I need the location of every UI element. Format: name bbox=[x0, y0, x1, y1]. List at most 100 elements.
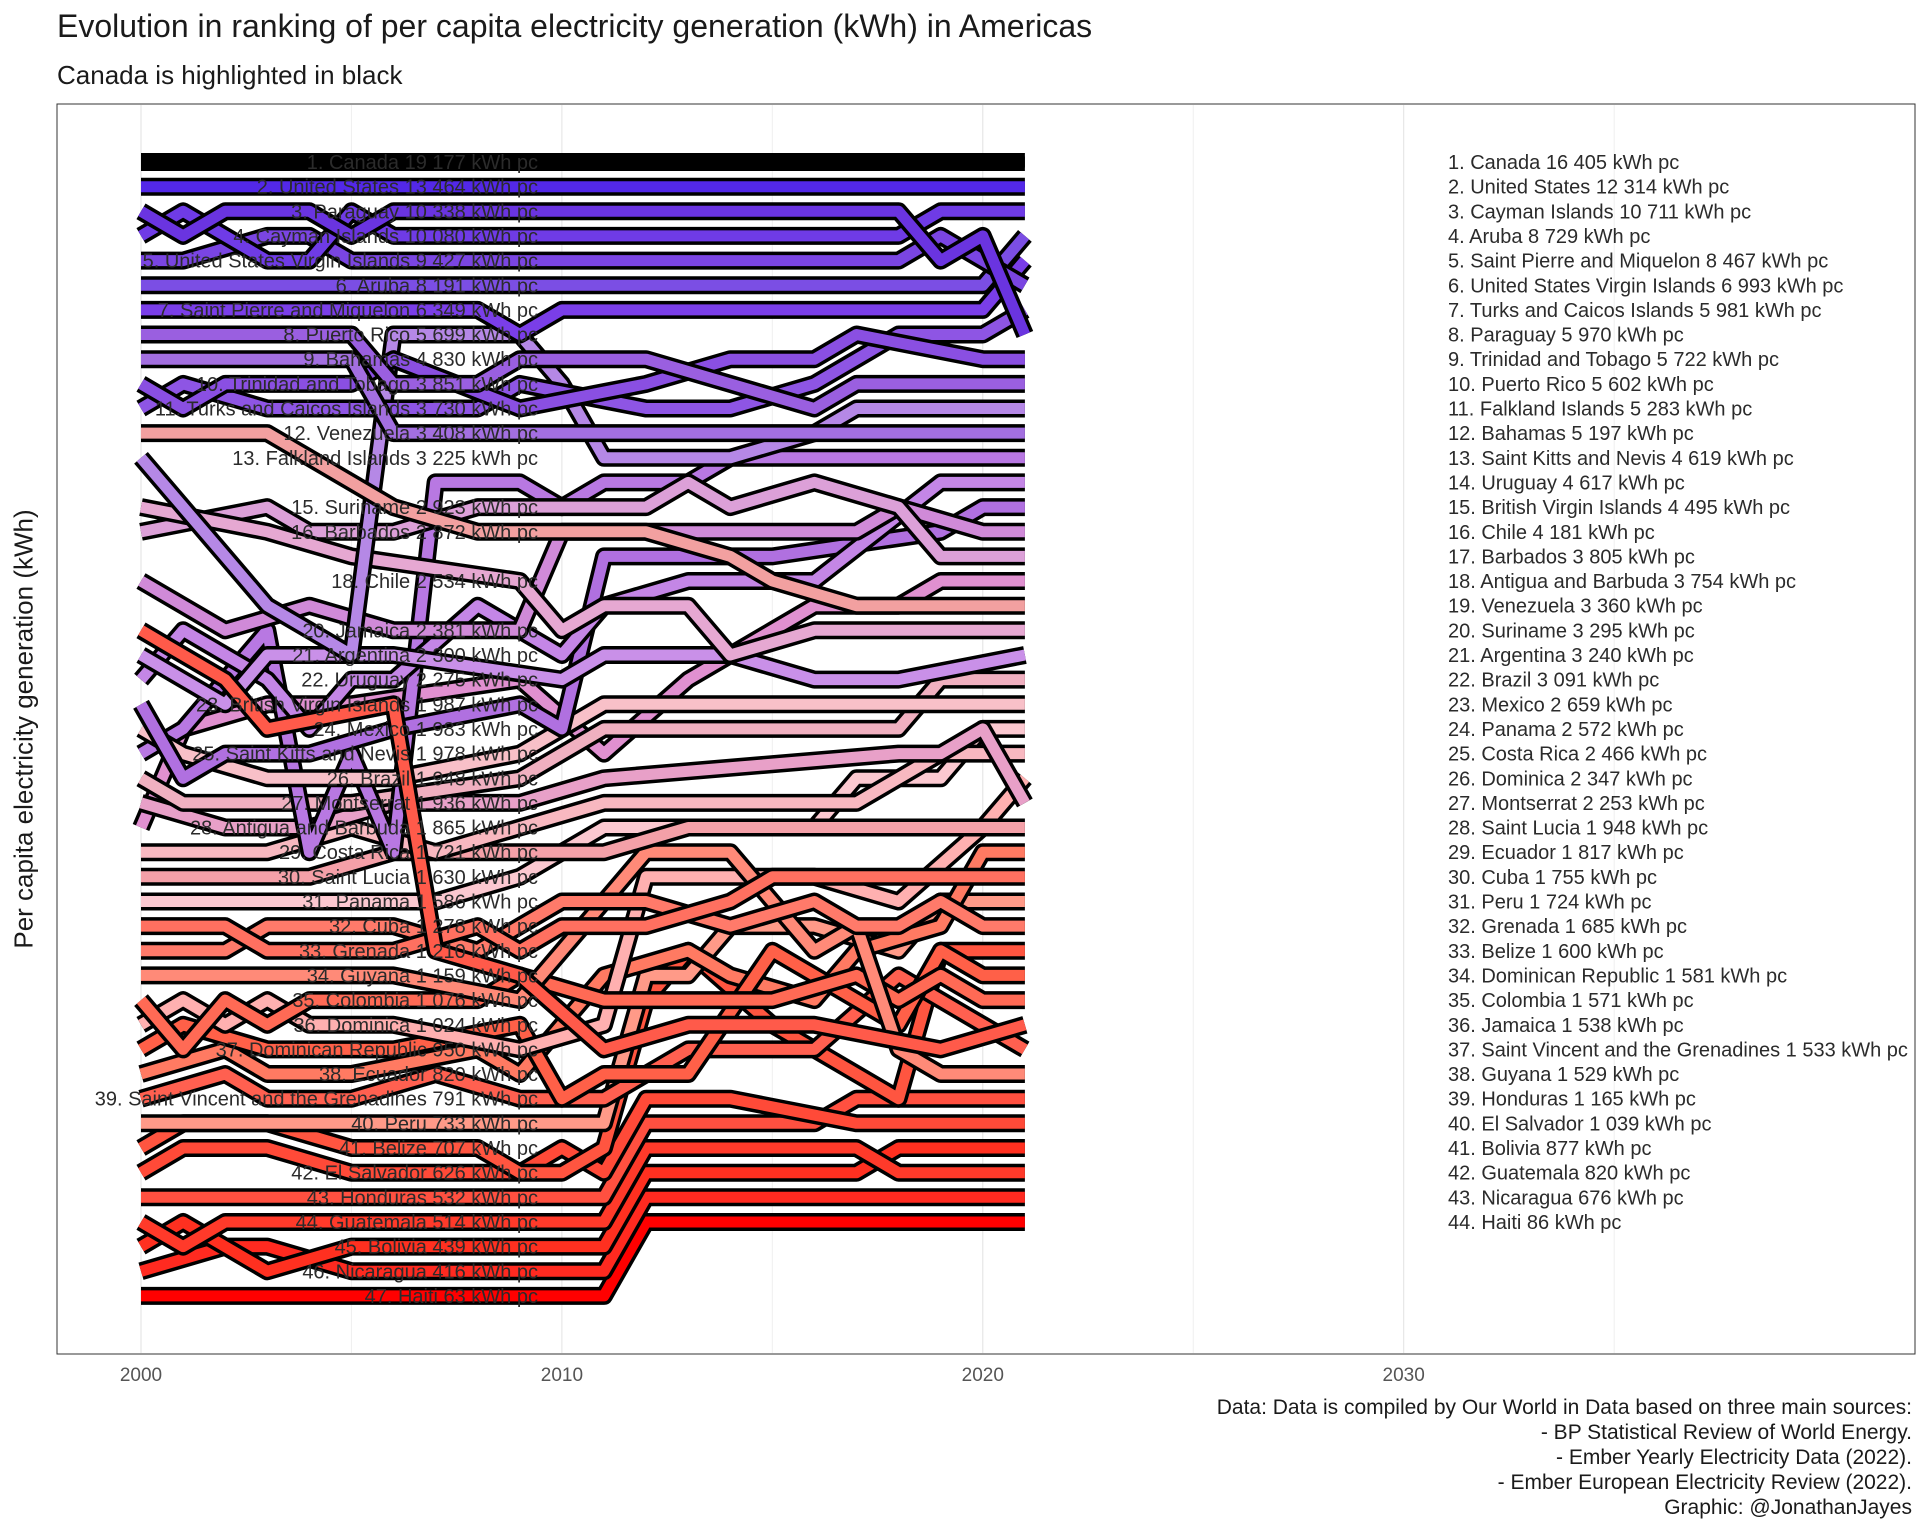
series-guatemala bbox=[136, 1139, 1025, 1256]
left-rank-label: 5. United States Virgin Islands 9 427 kW… bbox=[143, 251, 538, 273]
right-rank-label: 36. Jamaica 1 538 kWh pc bbox=[1448, 1015, 1684, 1037]
series-mexico bbox=[136, 695, 1025, 788]
right-rank-label: 12. Bahamas 5 197 kWh pc bbox=[1448, 423, 1694, 445]
left-rank-label: 15. Suriname 2 923 kWh pc bbox=[291, 497, 538, 519]
right-rank-label: 23. Mexico 2 659 kWh pc bbox=[1448, 694, 1673, 716]
left-rank-label: 32. Cuba 1 278 kWh pc bbox=[329, 916, 538, 938]
series-line bbox=[138, 329, 1025, 414]
left-rank-label: 43. Honduras 532 kWh pc bbox=[307, 1187, 538, 1209]
series-line bbox=[139, 476, 1025, 562]
left-rank-label: 22. Uruguay 2 275 kWh pc bbox=[301, 670, 538, 692]
right-rank-label: 39. Honduras 1 165 kWh pc bbox=[1448, 1089, 1696, 1111]
caption-line: - Ember Yearly Electricity Data (2022). bbox=[1556, 1446, 1912, 1469]
left-rank-label: 12. Venezuela 3 408 kWh pc bbox=[283, 423, 538, 445]
series-line bbox=[141, 232, 1030, 291]
x-tick-label: 2000 bbox=[120, 1365, 162, 1386]
right-rank-label: 18. Antigua and Barbuda 3 754 kWh pc bbox=[1448, 571, 1796, 593]
series-line bbox=[138, 1142, 1025, 1253]
x-axis-ticks: 19902000201020202030 bbox=[120, 1365, 1425, 1386]
left-rank-label: 40. Peru 733 kWh pc bbox=[351, 1113, 538, 1135]
right-rank-label: 4. Aruba 8 729 kWh pc bbox=[1448, 226, 1650, 248]
right-rank-label: 28. Saint Lucia 1 948 kWh pc bbox=[1448, 818, 1708, 840]
right-rank-label: 37. Saint Vincent and the Grenadines 1 5… bbox=[1448, 1039, 1908, 1061]
left-rank-label: 10. Trinidad and Tobago 3 851 kWh pc bbox=[196, 374, 538, 396]
x-tick-label: 2010 bbox=[541, 1365, 583, 1386]
series-line bbox=[141, 748, 1025, 858]
series-dominica bbox=[136, 772, 1032, 1059]
right-rank-label: 5. Saint Pierre and Miquelon 8 467 kWh p… bbox=[1448, 251, 1828, 273]
left-rank-label: 31. Panama 1 586 kWh pc bbox=[302, 892, 538, 914]
x-tick-label: 2030 bbox=[1383, 1365, 1425, 1386]
left-rank-label: 23. British Virgin Islands 1 987 kWh pc bbox=[196, 694, 538, 716]
x-tick-label: 2020 bbox=[962, 1365, 1004, 1386]
right-rank-label: 17. Barbados 3 805 kWh pc bbox=[1448, 546, 1695, 568]
right-rank-label: 16. Chile 4 181 kWh pc bbox=[1448, 522, 1655, 544]
series-cuba bbox=[141, 867, 1025, 960]
left-rank-label: 41. Belize 707 kWh pc bbox=[339, 1138, 538, 1160]
left-rank-label: 7. Saint Pierre and Miquelon 6 349 kWh p… bbox=[158, 300, 538, 322]
left-rank-label: 1. Canada 19 177 kWh pc bbox=[307, 152, 538, 174]
right-rank-label: 40. El Salvador 1 039 kWh pc bbox=[1448, 1113, 1711, 1135]
left-rank-label: 44. Guatemala 514 kWh pc bbox=[296, 1212, 538, 1234]
right-rank-label: 24. Panama 2 572 kWh pc bbox=[1448, 719, 1684, 741]
right-rank-label: 31. Peru 1 724 kWh pc bbox=[1448, 892, 1651, 914]
chart-title: Evolution in ranking of per capita elect… bbox=[57, 8, 1093, 44]
series-line bbox=[141, 257, 1030, 340]
right-rank-label: 7. Turks and Caicos Islands 5 981 kWh pc bbox=[1448, 300, 1822, 322]
series-line bbox=[139, 846, 1025, 1080]
left-rank-label: 45. Bolivia 439 kWh pc bbox=[335, 1237, 538, 1259]
right-rank-label: 26. Dominica 2 347 kWh pc bbox=[1448, 768, 1693, 790]
left-rank-label: 20. Jamaica 2 381 kWh pc bbox=[302, 620, 538, 642]
series-argentina bbox=[136, 646, 1027, 714]
series-line bbox=[141, 1216, 1025, 1302]
left-rank-label: 3. Paraguay 10 338 kWh pc bbox=[291, 201, 538, 223]
series-line bbox=[138, 1142, 1025, 1277]
right-rank-label: 27. Montserrat 2 253 kWh pc bbox=[1448, 793, 1705, 815]
right-rank-label: 25. Costa Rica 2 466 kWh pc bbox=[1448, 744, 1707, 766]
caption-line: - Ember European Electricity Review (202… bbox=[1497, 1471, 1912, 1494]
series-line bbox=[138, 945, 1025, 1105]
left-rank-label: 42. El Salvador 626 kWh pc bbox=[291, 1163, 538, 1185]
left-rank-label: 26. Brazil 1 948 kWh pc bbox=[327, 768, 538, 790]
series-costa-rica bbox=[141, 744, 1025, 862]
left-rank-label: 38. Ecuador 820 kWh pc bbox=[319, 1064, 538, 1086]
series-haiti bbox=[141, 1213, 1025, 1305]
right-rank-label: 13. Saint Kitts and Nevis 4 619 kWh pc bbox=[1448, 448, 1794, 470]
right-rank-label: 32. Grenada 1 685 kWh pc bbox=[1448, 916, 1687, 938]
series-suriname bbox=[139, 498, 1025, 664]
right-rank-label: 2. United States 12 314 kWh pc bbox=[1448, 177, 1729, 199]
left-rank-label: 16. Barbados 2 872 kWh pc bbox=[291, 522, 538, 544]
series-uruguay bbox=[134, 473, 1025, 738]
right-rank-label: 44. Haiti 86 kWh pc bbox=[1448, 1212, 1621, 1234]
left-rank-label: 24. Mexico 1 983 kWh pc bbox=[313, 719, 538, 741]
caption-line: Graphic: @JonathanJayes bbox=[1664, 1496, 1912, 1519]
right-rank-label: 8. Paraguay 5 970 kWh pc bbox=[1448, 325, 1684, 347]
left-rank-labels: 1. Canada 19 177 kWh pc 2. United States … bbox=[95, 152, 538, 1308]
left-rank-label: 6. Aruba 8 191 kWh pc bbox=[336, 275, 538, 297]
series-dominican-republic bbox=[136, 941, 1025, 1108]
series-bahamas bbox=[141, 350, 1025, 443]
left-rank-label: 8. Puerto Rico 5 699 kWh pc bbox=[283, 325, 538, 347]
left-rank-label: 30. Saint Lucia 1 630 kWh pc bbox=[278, 867, 538, 889]
left-rank-label: 21. Argentina 2 300 kWh pc bbox=[292, 645, 538, 667]
right-rank-label: 43. Nicaragua 676 kWh pc bbox=[1448, 1187, 1684, 1209]
caption-line: Data: Data is compiled by Our World in D… bbox=[1216, 1396, 1912, 1419]
series-line bbox=[141, 427, 1025, 612]
left-rank-label: 28. Antigua and Barbuda 1 865 kWh pc bbox=[190, 818, 538, 840]
left-rank-label: 36. Dominica 1 024 kWh pc bbox=[293, 1015, 538, 1037]
left-rank-label: 46. Nicaragua 416 kWh pc bbox=[302, 1261, 538, 1283]
series-line bbox=[136, 476, 1025, 735]
left-rank-label: 9. Bahamas 4 830 kWh pc bbox=[303, 349, 538, 371]
left-rank-label: 11. Turks and Caicos Islands 3 730 kWh p… bbox=[155, 399, 538, 421]
series-line bbox=[138, 774, 1030, 1055]
series-colombia bbox=[134, 966, 1025, 1059]
series-line bbox=[136, 969, 1025, 1055]
series-paraguay bbox=[136, 202, 1034, 339]
left-rank-label: 39. Saint Vincent and the Grenadines 791… bbox=[95, 1089, 538, 1111]
series-line bbox=[139, 723, 1030, 833]
left-rank-label: 2. United States 13 464 kWh pc bbox=[257, 177, 538, 199]
series-line bbox=[141, 846, 1025, 1080]
right-rank-label: 33. Belize 1 600 kWh pc bbox=[1448, 941, 1664, 963]
series-line bbox=[138, 649, 1026, 710]
bump-chart: 1. Canada 19 177 kWh pc 2. United States … bbox=[56, 103, 1916, 1386]
